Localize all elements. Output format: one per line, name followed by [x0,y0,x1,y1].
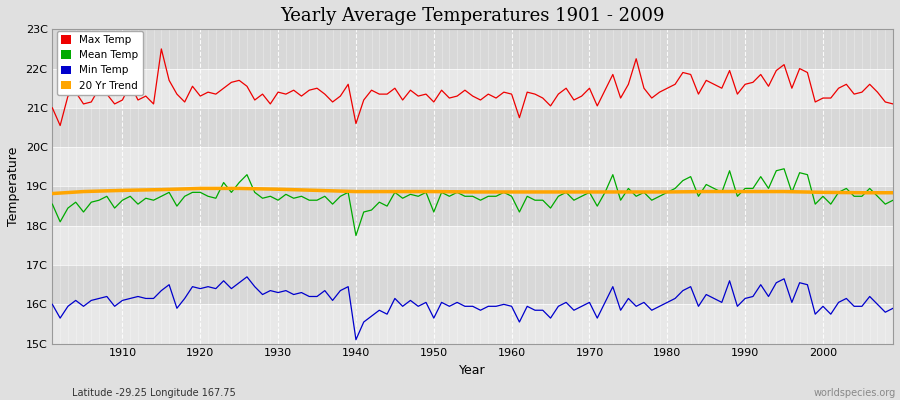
20 Yr Trend [311,188,322,193]
Line: 20 Yr Trend: 20 Yr Trend [52,188,893,194]
Mean Temp [328,202,338,206]
20 Yr Trend [778,189,789,194]
Max Temp [514,115,525,120]
Mean Temp [281,192,292,197]
20 Yr Trend [817,190,828,195]
20 Yr Trend [584,190,595,194]
Bar [52,265,893,304]
Min Temp [335,288,346,293]
Text: Latitude -29.25 Longitude 167.75: Latitude -29.25 Longitude 167.75 [72,388,236,398]
Mean Temp [350,233,361,238]
Mean Temp [778,166,789,171]
Text: worldspecies.org: worldspecies.org [814,388,896,398]
Max Temp [117,98,128,102]
20 Yr Trend [623,190,634,194]
Min Temp [616,308,626,313]
Max Temp [55,123,66,128]
Bar [52,226,893,265]
Max Temp [522,90,533,94]
Min Temp [350,337,361,342]
Mean Temp [109,206,120,210]
20 Yr Trend [234,186,245,191]
Legend: Max Temp, Mean Temp, Min Temp, 20 Yr Trend: Max Temp, Mean Temp, Min Temp, 20 Yr Tre… [57,31,143,95]
20 Yr Trend [545,190,556,194]
Line: Min Temp: Min Temp [52,277,893,340]
Line: Mean Temp: Mean Temp [52,169,893,236]
Title: Yearly Average Temperatures 1901 - 2009: Yearly Average Temperatures 1901 - 2009 [281,7,665,25]
20 Yr Trend [887,190,898,195]
Mean Temp [514,210,525,214]
Mean Temp [47,202,58,206]
Mean Temp [506,194,517,199]
20 Yr Trend [390,189,400,194]
20 Yr Trend [156,187,166,192]
20 Yr Trend [857,190,868,195]
20 Yr Trend [701,189,712,194]
Bar [52,68,893,108]
Max Temp [296,94,307,98]
Bar [52,304,893,344]
20 Yr Trend [47,191,58,196]
20 Yr Trend [350,189,361,194]
Mean Temp [608,172,618,177]
Bar [52,186,893,226]
Min Temp [887,306,898,311]
Max Temp [887,102,898,106]
Mean Temp [887,198,898,203]
Max Temp [343,82,354,87]
20 Yr Trend [195,186,206,191]
Bar [52,147,893,186]
20 Yr Trend [78,189,89,194]
20 Yr Trend [506,190,517,194]
Bar [52,108,893,147]
Max Temp [616,96,626,100]
Min Temp [288,292,299,297]
20 Yr Trend [740,189,751,194]
20 Yr Trend [662,190,672,194]
Min Temp [109,304,120,309]
Line: Max Temp: Max Temp [52,49,893,126]
Min Temp [522,304,533,309]
Min Temp [241,274,252,279]
Bar [52,29,893,68]
Max Temp [47,106,58,110]
20 Yr Trend [467,190,478,194]
20 Yr Trend [428,189,439,194]
Min Temp [514,320,525,324]
Y-axis label: Temperature: Temperature [7,147,20,226]
Max Temp [156,46,166,51]
Min Temp [47,302,58,307]
20 Yr Trend [117,188,128,193]
20 Yr Trend [273,187,284,192]
X-axis label: Year: Year [459,364,486,377]
